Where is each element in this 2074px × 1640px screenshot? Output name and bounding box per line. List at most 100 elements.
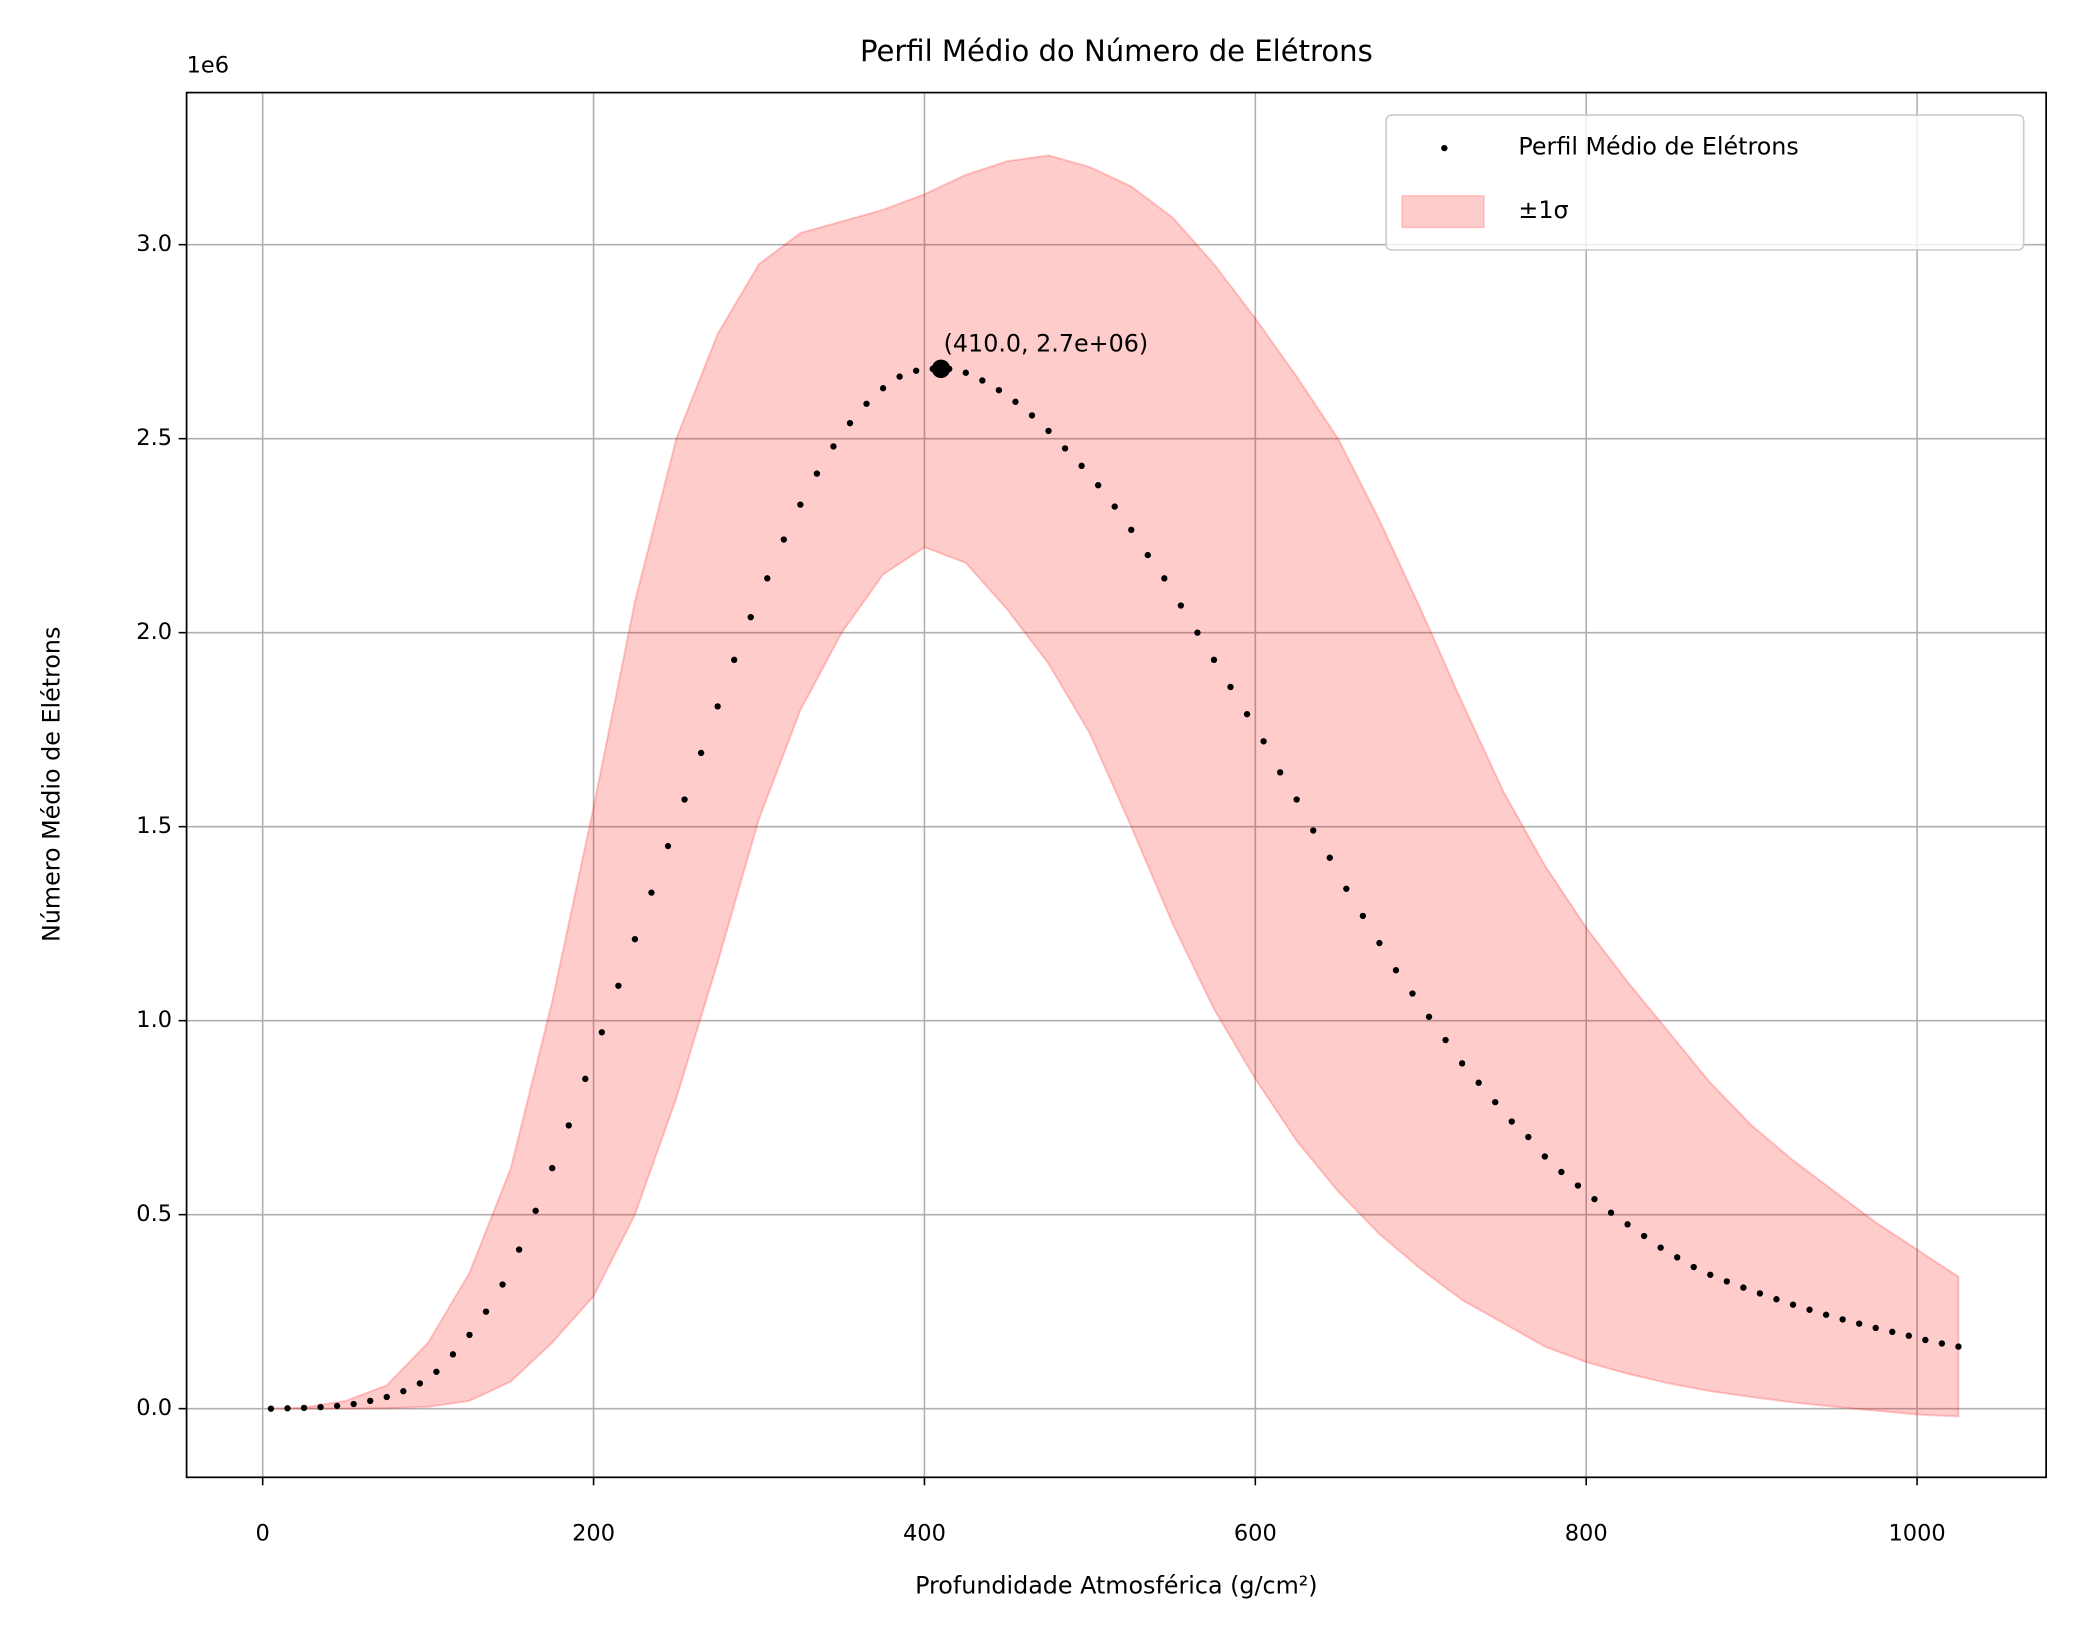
x-tick-label: 0 (256, 1521, 270, 1547)
data-point (1955, 1343, 1962, 1350)
data-point (863, 400, 870, 407)
data-point (648, 889, 655, 896)
x-tick-label: 200 (572, 1521, 615, 1547)
data-point (383, 1393, 390, 1401)
data-point (350, 1400, 357, 1408)
y-tick-label: 1.0 (136, 1007, 172, 1033)
data-point (1657, 1244, 1664, 1251)
data-point (1905, 1332, 1912, 1339)
data-point (797, 501, 804, 508)
data-point (1442, 1036, 1449, 1044)
data-point (764, 575, 771, 582)
data-point (615, 982, 622, 989)
data-point (1012, 398, 1019, 405)
data-point (416, 1380, 424, 1387)
legend-swatch (1401, 195, 1485, 229)
data-point (664, 842, 672, 850)
data-point (1177, 602, 1185, 609)
data-point (813, 470, 821, 477)
data-point (1938, 1340, 1946, 1347)
data-point (1343, 885, 1350, 892)
data-point (697, 749, 705, 757)
data-point (1194, 629, 1201, 636)
data-point (466, 1331, 473, 1339)
data-point (1756, 1290, 1764, 1297)
data-point (400, 1388, 407, 1395)
data-point (1640, 1232, 1648, 1240)
data-point (499, 1281, 506, 1288)
data-point (1276, 769, 1284, 776)
data-point (896, 373, 903, 380)
data-point (846, 419, 854, 427)
data-point (433, 1368, 440, 1375)
data-point (1492, 1098, 1499, 1106)
data-point (1409, 990, 1416, 997)
data-point (449, 1351, 457, 1358)
data-point (582, 1075, 589, 1083)
data-point (1525, 1133, 1532, 1141)
data-point (1773, 1296, 1780, 1303)
data-point (1723, 1278, 1731, 1285)
data-point (1806, 1306, 1813, 1313)
data-point (1475, 1079, 1482, 1086)
x-tick-label: 1000 (1888, 1521, 1945, 1547)
data-point (1508, 1118, 1515, 1125)
data-point (1359, 912, 1367, 920)
data-point (1789, 1301, 1797, 1308)
data-point (1574, 1182, 1582, 1189)
data-point (1210, 656, 1218, 663)
data-point (1839, 1316, 1846, 1323)
data-point (1425, 1013, 1433, 1020)
data-point (747, 613, 754, 621)
data-point (1822, 1311, 1830, 1318)
data-point (565, 1122, 572, 1129)
data-point (1094, 482, 1102, 489)
data-point (1144, 551, 1151, 559)
x-tick-label: 800 (1565, 1521, 1608, 1547)
data-point (532, 1207, 539, 1214)
data-point (1690, 1263, 1697, 1271)
y-offset-label: 1e6 (187, 53, 229, 79)
data-point (979, 377, 986, 384)
data-point (1078, 462, 1085, 470)
data-point (1028, 412, 1036, 419)
overlay-layer: 0 200 400 600 800 1000 0.0 0.5 1.0 1.5 2.0 2.5 3.0 Pe… (136, 114, 2025, 1547)
data-point (1740, 1284, 1747, 1291)
data-point (1111, 503, 1118, 510)
x-axis-label: Profundidade Atmosférica (g/cm²) (915, 1572, 1317, 1600)
y-tick-label: 3.0 (136, 231, 172, 257)
data-point (367, 1397, 374, 1405)
data-point (1260, 738, 1267, 745)
data-point (598, 1029, 606, 1036)
data-point (1310, 827, 1317, 834)
data-point (1326, 854, 1333, 861)
data-layer: (410.0, 2.7e+06) (267, 154, 1962, 1418)
data-point (1591, 1195, 1598, 1203)
legend-box (1385, 114, 2025, 251)
y-tick-label: 1.5 (136, 813, 172, 839)
data-point (1558, 1168, 1565, 1176)
data-point (1045, 427, 1052, 435)
data-point (1707, 1271, 1714, 1278)
data-point (317, 1403, 324, 1411)
x-tick-label: 400 (903, 1521, 946, 1547)
data-point (267, 1405, 275, 1412)
data-point (1243, 710, 1251, 718)
y-tick-label: 0.0 (136, 1395, 172, 1421)
data-point (1872, 1324, 1879, 1332)
data-point (1674, 1254, 1681, 1261)
data-point (962, 369, 969, 376)
legend-label: Perfil Médio de Elétrons (1518, 133, 1798, 161)
y-tick-label: 0.5 (136, 1201, 172, 1227)
y-tick-label: 2.5 (136, 425, 172, 451)
data-point (995, 386, 1003, 394)
data-point (1392, 967, 1400, 974)
data-point (1889, 1328, 1896, 1335)
chart-title: Perfil Médio do Número de Elétrons (860, 34, 1373, 68)
data-point (1541, 1153, 1549, 1160)
data-point (284, 1405, 291, 1412)
data-point (1922, 1336, 1929, 1344)
data-point (1458, 1060, 1466, 1067)
data-point (1293, 796, 1300, 803)
data-point (714, 703, 721, 710)
